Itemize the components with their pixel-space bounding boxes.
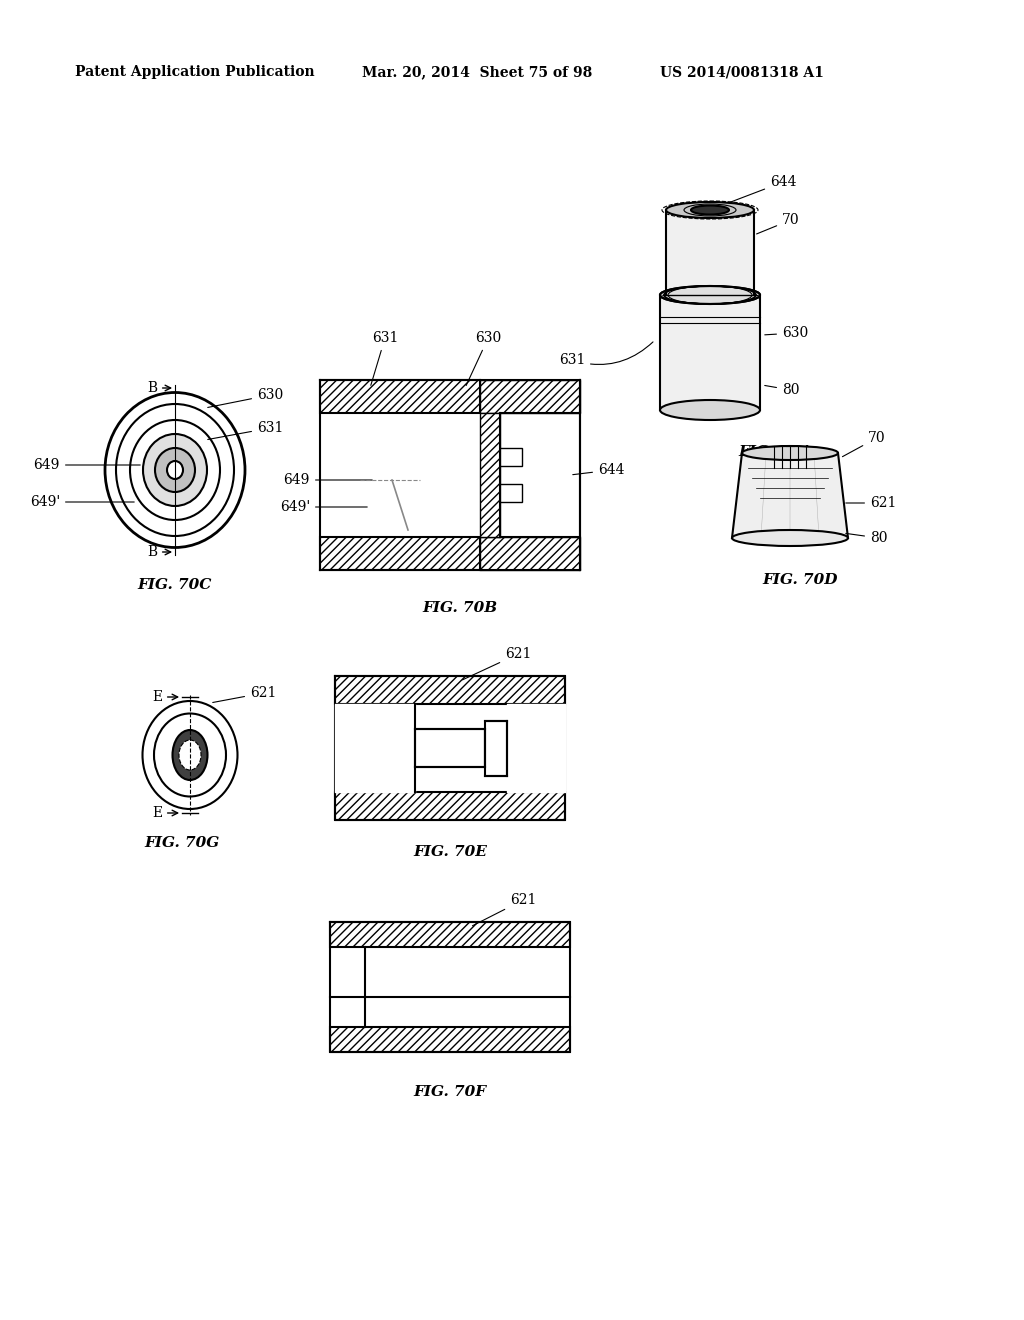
Text: 644: 644 bbox=[572, 463, 625, 477]
Bar bbox=[480, 537, 580, 570]
Text: 631: 631 bbox=[208, 421, 284, 440]
Bar bbox=[485, 721, 507, 776]
Text: 649': 649' bbox=[30, 495, 134, 510]
Text: FIG. 70C: FIG. 70C bbox=[138, 578, 212, 591]
Text: FIG. 70A: FIG. 70A bbox=[738, 445, 812, 459]
Text: FIG. 70E: FIG. 70E bbox=[413, 845, 487, 859]
Text: 630: 630 bbox=[208, 388, 284, 408]
Ellipse shape bbox=[666, 202, 754, 218]
Text: 621: 621 bbox=[472, 894, 537, 925]
Bar bbox=[500, 447, 522, 466]
Text: 644: 644 bbox=[718, 176, 797, 207]
Bar bbox=[335, 704, 565, 792]
Bar bbox=[500, 484, 522, 502]
Text: 630: 630 bbox=[765, 326, 808, 341]
Text: 80: 80 bbox=[846, 531, 888, 545]
Polygon shape bbox=[732, 453, 848, 539]
Text: 80: 80 bbox=[765, 383, 800, 397]
Bar bbox=[319, 380, 480, 413]
Ellipse shape bbox=[660, 286, 760, 304]
Bar bbox=[660, 294, 760, 411]
Text: FIG. 70F: FIG. 70F bbox=[414, 1085, 486, 1100]
Bar bbox=[330, 921, 570, 946]
Bar bbox=[330, 1027, 570, 1052]
Ellipse shape bbox=[660, 400, 760, 420]
Bar bbox=[666, 210, 754, 294]
Text: 630: 630 bbox=[466, 331, 502, 385]
Text: B: B bbox=[146, 545, 171, 558]
Ellipse shape bbox=[155, 447, 195, 492]
Bar bbox=[415, 729, 485, 767]
Text: US 2014/0081318 A1: US 2014/0081318 A1 bbox=[660, 65, 824, 79]
Ellipse shape bbox=[732, 531, 848, 546]
Ellipse shape bbox=[142, 701, 238, 809]
Ellipse shape bbox=[105, 392, 245, 548]
Text: 631: 631 bbox=[559, 342, 653, 367]
Text: B: B bbox=[146, 381, 171, 395]
Text: Mar. 20, 2014  Sheet 75 of 98: Mar. 20, 2014 Sheet 75 of 98 bbox=[362, 65, 592, 79]
Bar bbox=[319, 413, 480, 537]
Text: 649: 649 bbox=[34, 458, 140, 473]
Bar bbox=[480, 380, 580, 413]
Text: 70: 70 bbox=[843, 432, 886, 457]
Text: 621: 621 bbox=[213, 686, 276, 702]
Ellipse shape bbox=[172, 730, 208, 780]
Bar bbox=[500, 413, 580, 537]
Ellipse shape bbox=[691, 206, 729, 214]
Ellipse shape bbox=[742, 446, 838, 459]
Bar bbox=[335, 792, 565, 820]
Ellipse shape bbox=[179, 741, 201, 770]
Text: Patent Application Publication: Patent Application Publication bbox=[75, 65, 314, 79]
Text: FIG. 70B: FIG. 70B bbox=[423, 601, 498, 615]
Text: 631: 631 bbox=[371, 331, 398, 385]
Text: E: E bbox=[152, 690, 178, 704]
Ellipse shape bbox=[143, 434, 207, 506]
Text: 649': 649' bbox=[280, 500, 368, 513]
Ellipse shape bbox=[167, 461, 183, 479]
Bar bbox=[330, 946, 570, 1027]
Text: E: E bbox=[152, 807, 178, 820]
Bar bbox=[335, 676, 565, 704]
Text: FIG. 70D: FIG. 70D bbox=[762, 573, 838, 587]
Bar bbox=[480, 413, 500, 537]
Text: 621: 621 bbox=[463, 647, 531, 680]
Text: 621: 621 bbox=[846, 496, 896, 510]
Text: 70: 70 bbox=[757, 213, 800, 234]
Text: FIG. 70G: FIG. 70G bbox=[144, 836, 219, 850]
Text: 649: 649 bbox=[284, 473, 373, 487]
Bar bbox=[319, 537, 480, 570]
